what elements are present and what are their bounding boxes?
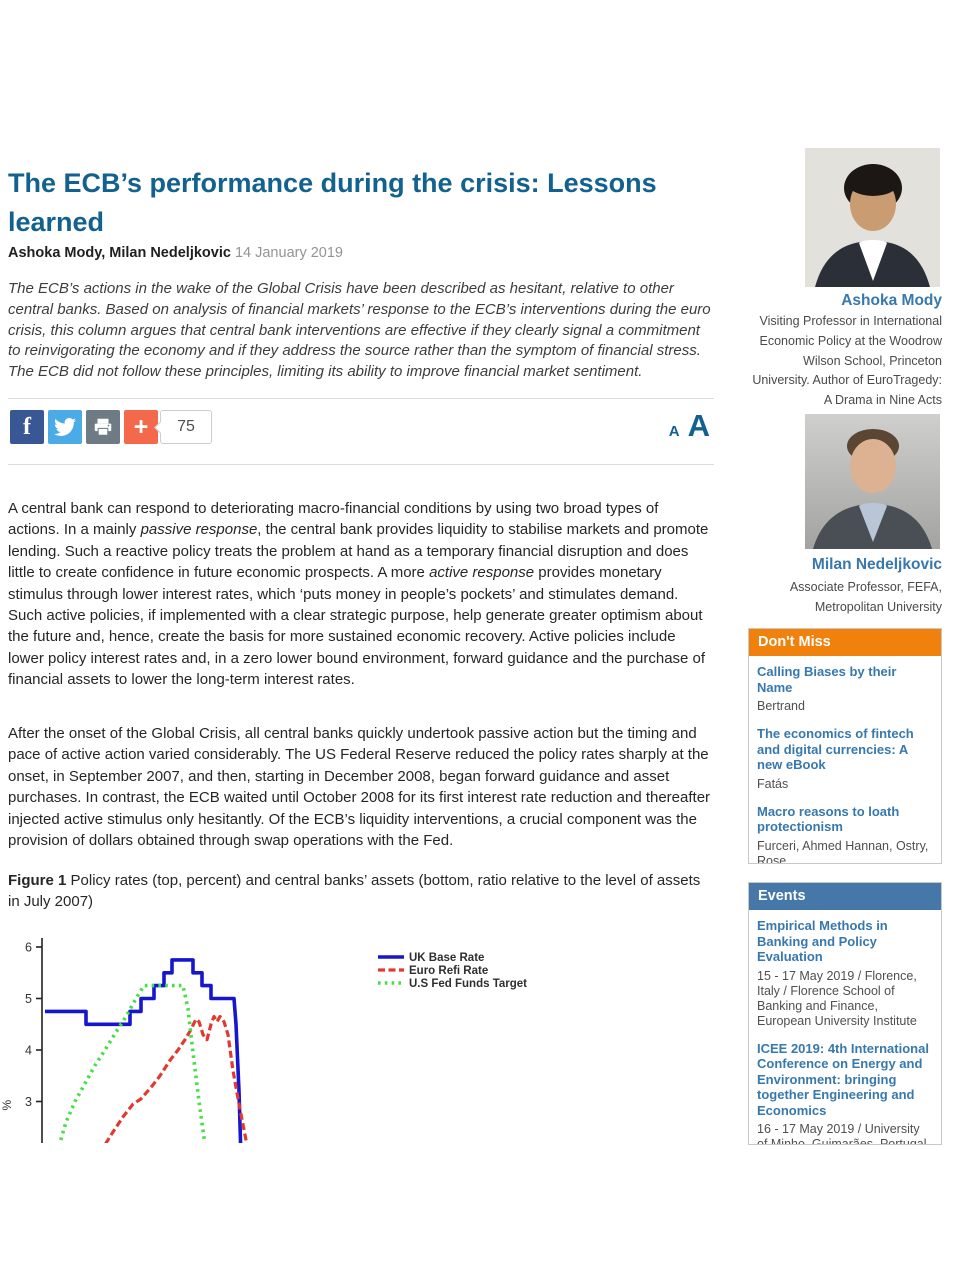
facebook-share-button[interactable]: f <box>10 410 44 444</box>
dont-miss-authors-3: Furceri, Ahmed Hannan, Ostry, Rose <box>757 838 929 864</box>
event-details-1: 15 - 17 May 2019 / Florence, Italy / Flo… <box>757 968 917 1028</box>
figure-1-chart: 6 5 4 3% UK Base Rate Euro Refi Rate U.S Fed F… <box>0 930 714 1143</box>
dont-miss-link-3[interactable]: Macro reasons to loath protectionism <box>757 803 900 835</box>
byline-authors: Ashoka Mody, Milan Nedeljkovic <box>8 245 231 261</box>
dont-miss-link-1[interactable]: Calling Biases by their Name <box>757 664 897 695</box>
events-box: Events Empirical Methods in Banking and … <box>748 882 942 1145</box>
legend-label: UK Base Rate <box>409 952 484 964</box>
author-photo-milan-nedeljkovic[interactable] <box>805 414 940 549</box>
figure-caption: Figure 1 Policy rates (top, percent) and… <box>8 871 708 912</box>
article-abstract: The ECB’s actions in the wake of the Glo… <box>8 280 711 381</box>
author-photo-ashoka-mody[interactable] <box>805 148 940 287</box>
figure-caption-text: Policy rates (top, percent) and central … <box>8 872 701 910</box>
dont-miss-authors-1: Bertrand <box>757 699 805 713</box>
legend-label: U.S Fed Funds Target <box>409 978 527 990</box>
list-item: ICEE 2019: 4th International Conference … <box>757 1040 933 1145</box>
facebook-icon: f <box>23 413 31 440</box>
author-bio-milan-nedeljkovic: Associate Professor, FEFA, Metropolitan … <box>789 580 942 614</box>
font-resize-control: A A <box>640 408 710 446</box>
author-link-ashoka-mody[interactable]: Ashoka Mody <box>841 292 942 309</box>
list-item: Empirical Methods in Banking and Policy … <box>757 918 933 1029</box>
divider-top <box>8 398 714 399</box>
list-item: Calling Biases by their Name Bertrand <box>757 664 933 714</box>
event-link-1[interactable]: Empirical Methods in Banking and Policy … <box>757 918 888 964</box>
list-item: Macro reasons to loath protectionism Fur… <box>757 803 933 864</box>
event-details-2: 16 - 17 May 2019 / University of Minho, … <box>757 1122 927 1145</box>
paragraph-2: After the onset of the Global Crisis, al… <box>8 725 711 850</box>
divider-bottom <box>8 464 714 465</box>
list-item: The economics of fintech and digital cur… <box>757 726 933 792</box>
events-header: Events <box>749 883 941 910</box>
series-uk-base-rate <box>45 958 243 1143</box>
plus-icon: + <box>133 412 149 441</box>
svg-text:%: % <box>0 1100 14 1111</box>
printer-icon <box>94 418 112 436</box>
byline-date: 14 January 2019 <box>230 245 343 261</box>
twitter-share-button[interactable] <box>48 410 82 444</box>
share-count-value: 75 <box>177 418 195 435</box>
sidebar: Ashoka Mody Visiting Professor in Intern… <box>748 0 942 1280</box>
font-larger-button[interactable]: A <box>687 408 710 443</box>
dont-miss-box: Don't Miss Calling Biases by their Name … <box>748 628 942 864</box>
series-u-s-fed-funds-target <box>58 983 207 1143</box>
legend-label: Euro Refi Rate <box>409 965 488 977</box>
author-bio-ashoka-mody: Visiting Professor in International Econ… <box>752 314 942 408</box>
twitter-icon <box>54 418 76 436</box>
font-smaller-button[interactable]: A <box>668 423 680 440</box>
svg-text:5: 5 <box>25 992 32 1006</box>
event-link-2[interactable]: ICEE 2019: 4th International Conference … <box>757 1040 929 1118</box>
page-title: The ECB’s performance during the crisis:… <box>8 168 657 238</box>
author-link-milan-nedeljkovic[interactable]: Milan Nedeljkovic <box>811 556 942 573</box>
svg-text:4: 4 <box>25 1044 32 1058</box>
series-euro-refi-rate <box>104 1014 249 1143</box>
dont-miss-authors-2: Fatás <box>757 776 789 791</box>
dont-miss-link-2[interactable]: The economics of fintech and digital cur… <box>757 726 914 772</box>
share-count-badge: 75 <box>154 410 212 444</box>
svg-text:6: 6 <box>25 941 32 955</box>
byline: Ashoka Mody, Milan Nedeljkovic 14 Januar… <box>8 245 708 261</box>
figure-caption-label: Figure 1 <box>8 872 67 889</box>
paragraph-1: A central bank can respond to deteriorat… <box>8 500 709 689</box>
print-button[interactable] <box>86 410 120 444</box>
addthis-share-button[interactable]: + <box>124 410 158 444</box>
dont-miss-header: Don't Miss <box>749 629 941 656</box>
svg-text:3: 3 <box>25 1095 32 1109</box>
